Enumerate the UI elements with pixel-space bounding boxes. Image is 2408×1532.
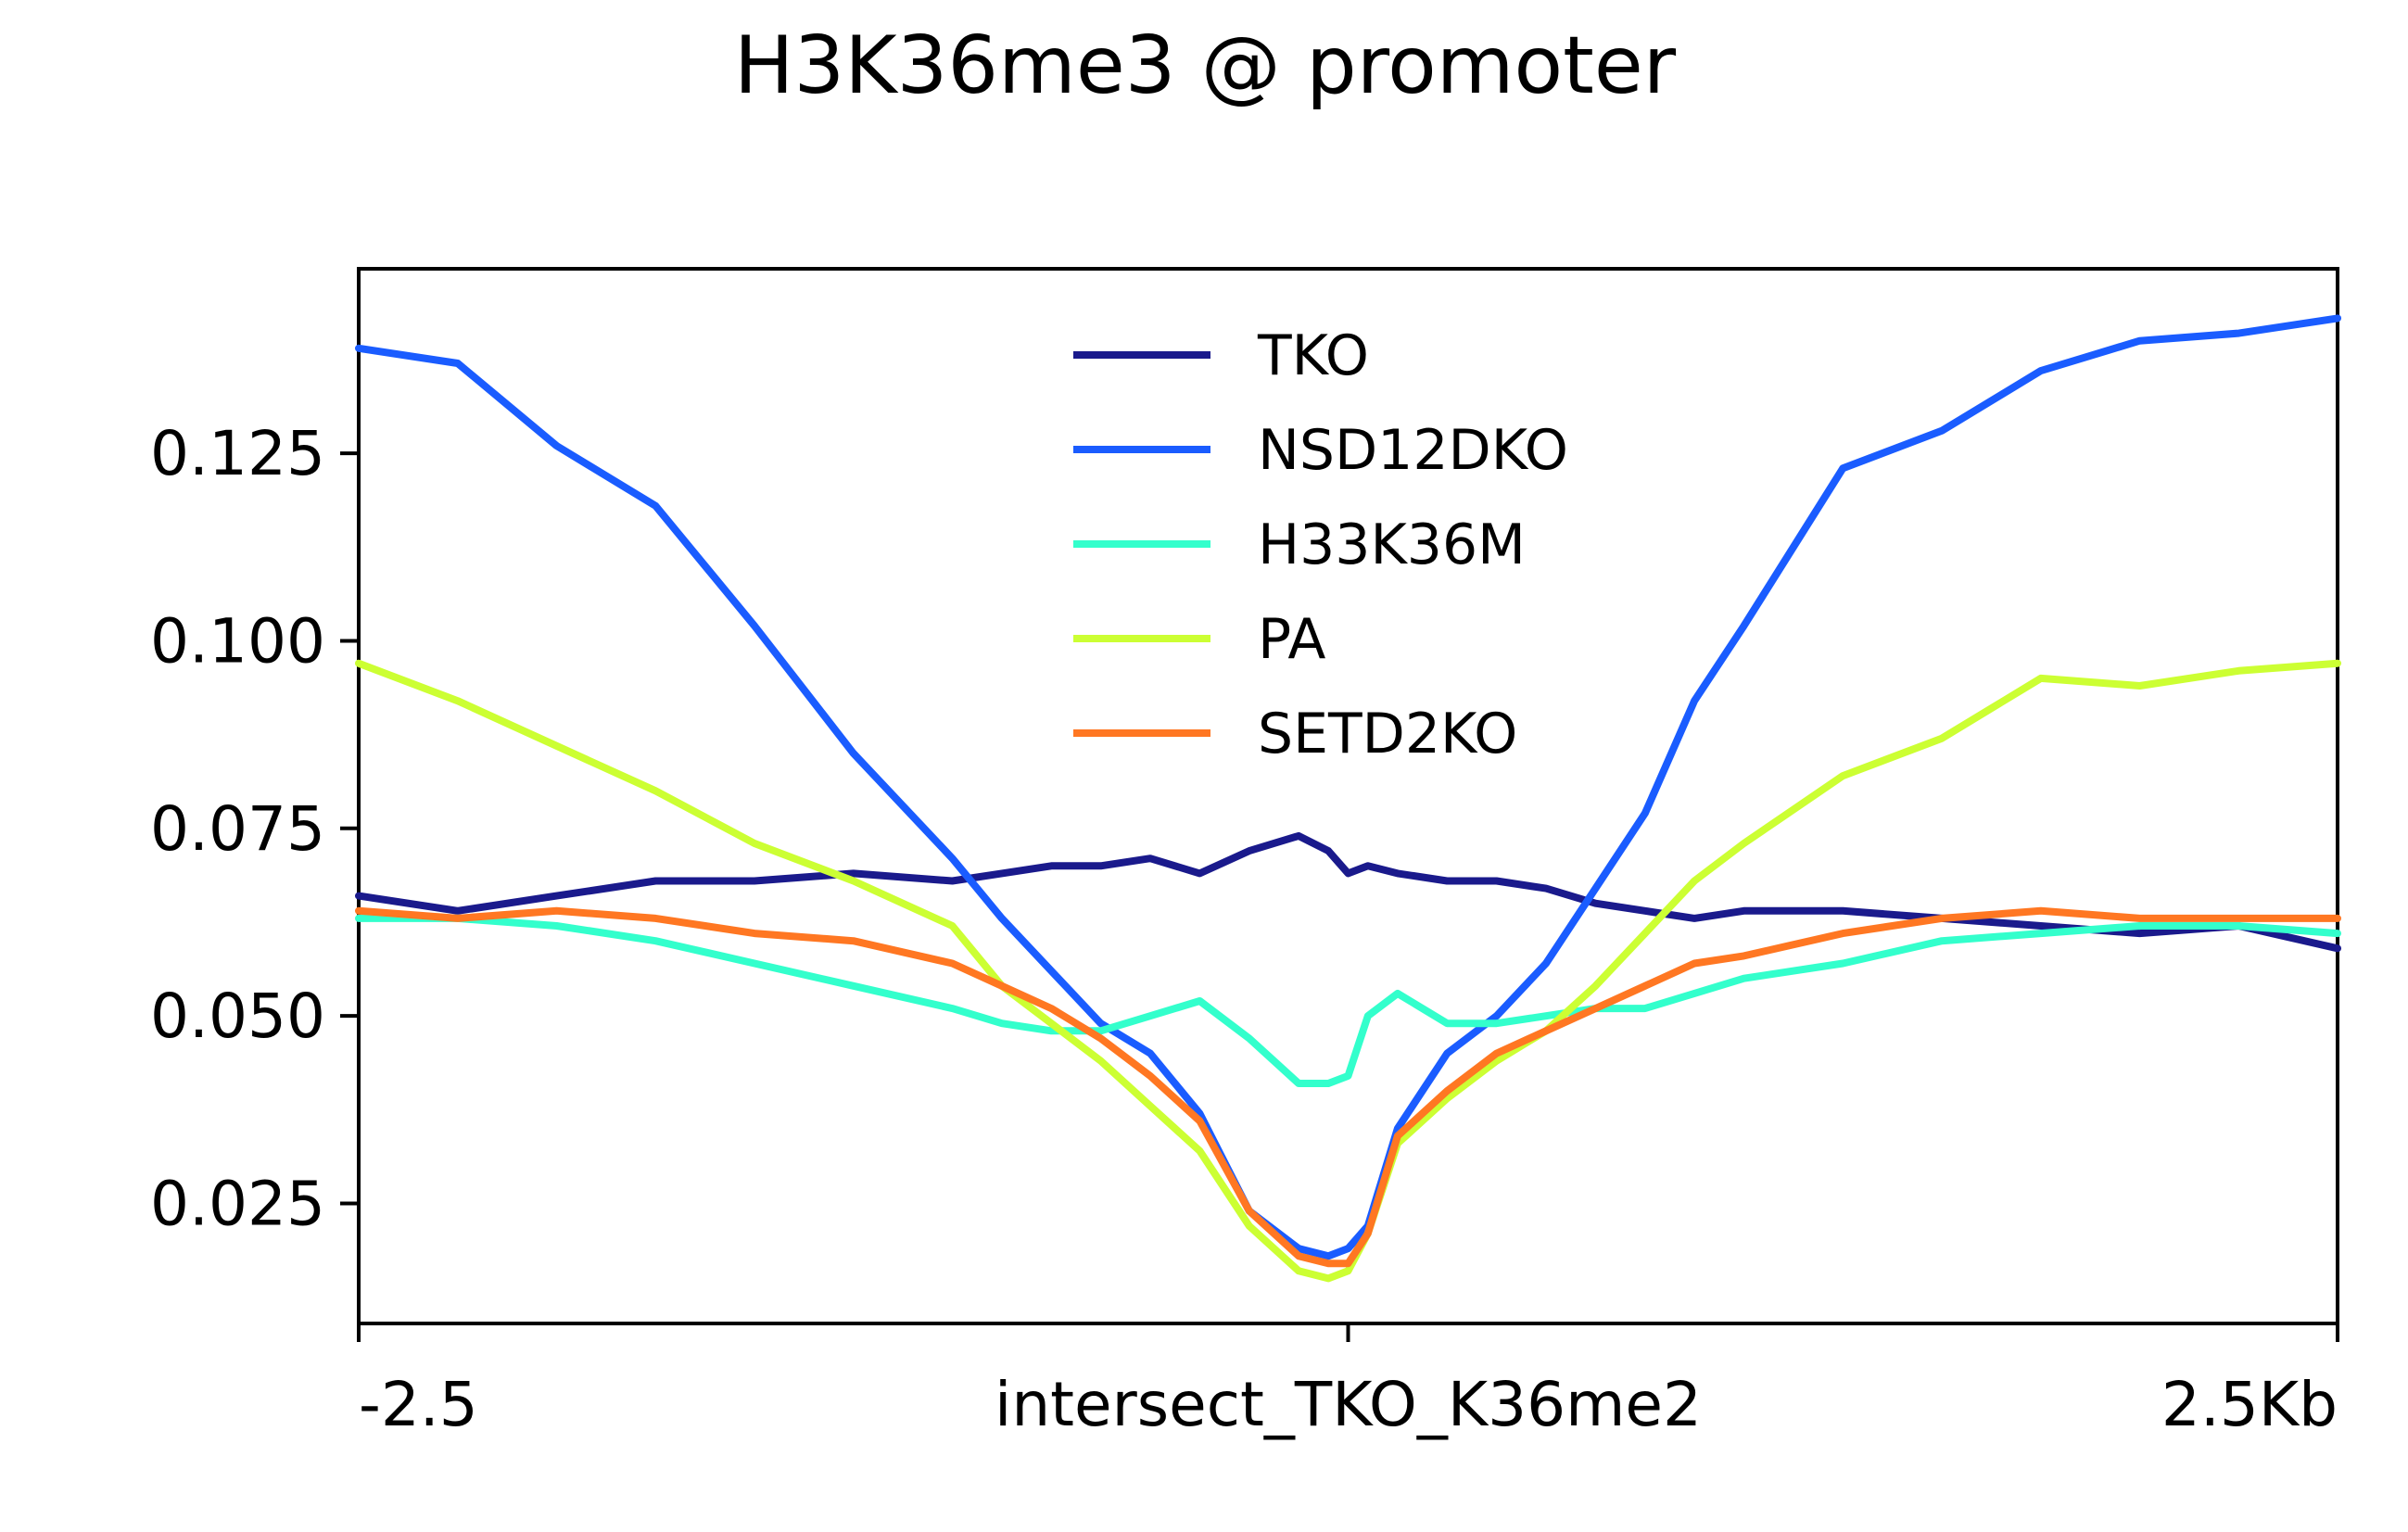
series-layer — [355, 314, 2341, 1283]
legend-label: SETD2KO — [1258, 702, 1517, 766]
legend-label: H33K36M — [1258, 513, 1526, 577]
legend-label: PA — [1258, 607, 1325, 672]
x-tick-label: 2.5Kb — [2161, 1369, 2338, 1440]
series-line-h33k36m — [355, 914, 2341, 1087]
y-tick-label: 0.050 — [150, 981, 325, 1052]
y-tick-label: 0.075 — [150, 793, 325, 865]
axes-layer: 0.025 0.050 0.075 0.100 0.125 -2.5 intersect_T… — [150, 418, 2339, 1440]
y-tick-label: 0.025 — [150, 1168, 325, 1239]
legend-label: NSD12DKO — [1258, 418, 1568, 483]
x-tick-label: -2.5 — [359, 1369, 478, 1440]
series-line-nsd12dko — [355, 314, 2341, 1260]
series-line-setd2ko — [355, 906, 2341, 1268]
chart-title: H3K36me3 @ promoter — [734, 19, 1677, 112]
y-tick-label: 0.125 — [150, 418, 325, 489]
x-tick-label: intersect_TKO_K36me2 — [995, 1369, 1702, 1440]
series-line-tko — [355, 831, 2341, 953]
series-line-pa — [355, 659, 2341, 1283]
legend: TKO NSD12DKO H33K36M PA SETD2KO — [1073, 323, 1568, 766]
legend-label: TKO — [1257, 323, 1369, 388]
y-tick-label: 0.100 — [150, 605, 325, 677]
